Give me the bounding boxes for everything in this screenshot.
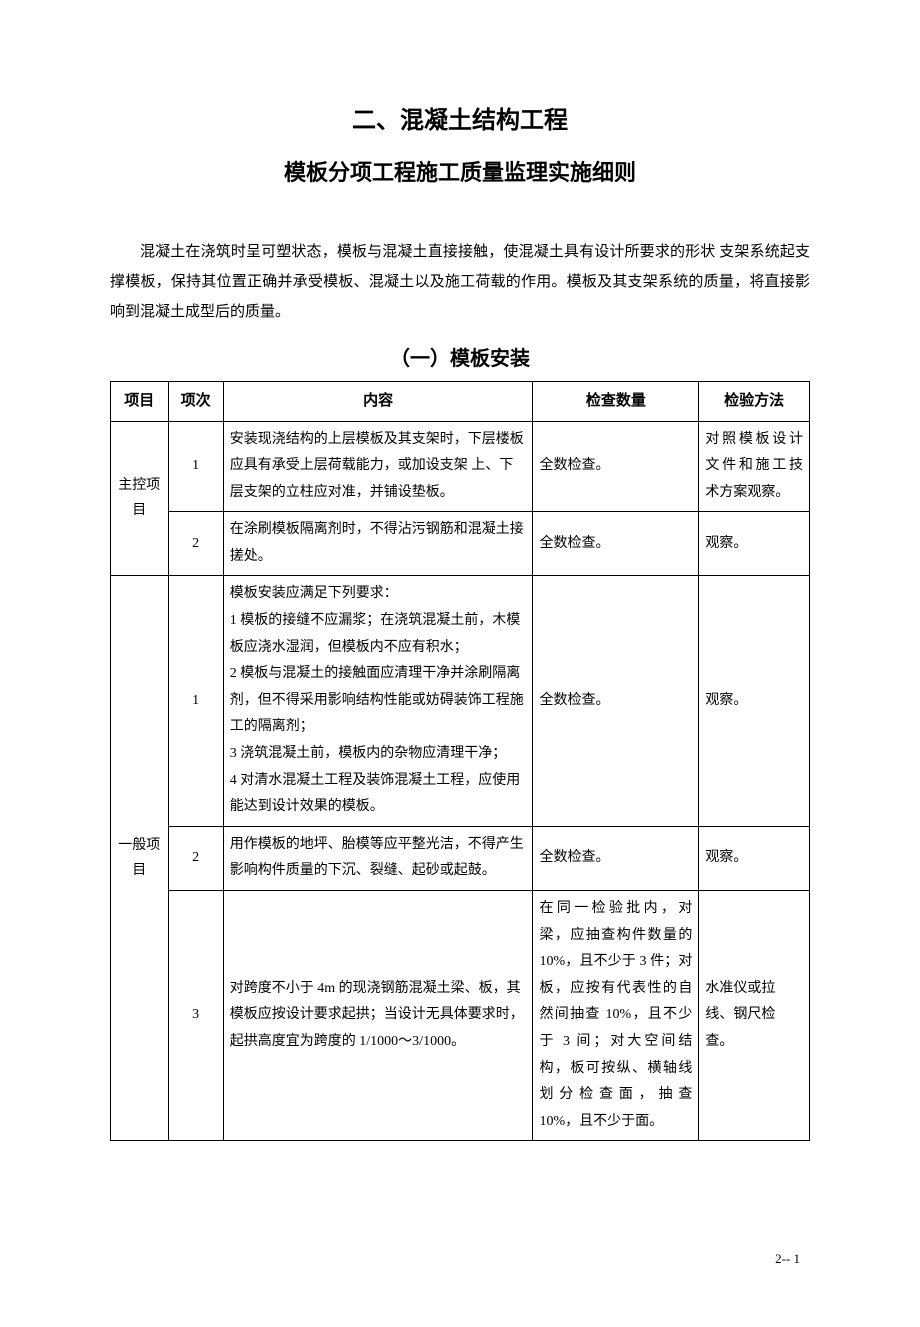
method-cell: 水准仪或拉线、钢尺检查。 xyxy=(699,891,810,1141)
seq-cell: 2 xyxy=(168,512,223,576)
content-cell: 安装现浇结构的上层模板及其支架时，下层楼板应具有承受上层荷载能力，或加设支架 上… xyxy=(223,421,533,512)
seq-cell: 1 xyxy=(168,576,223,826)
table-row: 主控项目 1 安装现浇结构的上层模板及其支架时，下层楼板应具有承受上层荷载能力，… xyxy=(111,421,810,512)
document-title-1: 二、混凝土结构工程 xyxy=(110,100,810,135)
seq-cell: 1 xyxy=(168,421,223,512)
qty-cell: 全数检查。 xyxy=(533,576,699,826)
content-cell: 对跨度不小于 4m 的现浇钢筋混凝土梁、板，其模板应按设计要求起拱；当设计无具体… xyxy=(223,891,533,1141)
content-cell: 模板安装应满足下列要求： 1 模板的接缝不应漏浆；在浇筑混凝土前，木模板应浇水湿… xyxy=(223,576,533,826)
qty-cell: 全数检查。 xyxy=(533,512,699,576)
seq-cell: 3 xyxy=(168,891,223,1141)
header-method: 检验方法 xyxy=(699,382,810,422)
method-cell: 对照模板设计文件和施工技术方案观察。 xyxy=(699,421,810,512)
category-cell: 一般项目 xyxy=(111,576,169,1141)
qty-cell: 在同一检验批内，对梁，应抽查构件数量的 10%，且不少于 3 件；对板，应按有代… xyxy=(533,891,699,1141)
seq-cell: 2 xyxy=(168,826,223,890)
section-title: （一）模板安装 xyxy=(110,342,810,371)
table-row: 2 用作模板的地坪、胎模等应平整光洁，不得产生影响构件质量的下沉、裂缝、起砂或起… xyxy=(111,826,810,890)
document-title-2: 模板分项工程施工质量监理实施细则 xyxy=(110,155,810,187)
table-row: 一般项目 1 模板安装应满足下列要求： 1 模板的接缝不应漏浆；在浇筑混凝土前，… xyxy=(111,576,810,826)
method-cell: 观察。 xyxy=(699,826,810,890)
header-content: 内容 xyxy=(223,382,533,422)
qty-cell: 全数检查。 xyxy=(533,826,699,890)
table-row: 2 在涂刷模板隔离剂时，不得沾污钢筋和混凝土接搓处。 全数检查。 观察。 xyxy=(111,512,810,576)
header-seq: 项次 xyxy=(168,382,223,422)
header-qty: 检查数量 xyxy=(533,382,699,422)
page-number: 2-- 1 xyxy=(110,1251,810,1267)
category-cell: 主控项目 xyxy=(111,421,169,576)
header-item: 项目 xyxy=(111,382,169,422)
content-cell: 在涂刷模板隔离剂时，不得沾污钢筋和混凝土接搓处。 xyxy=(223,512,533,576)
table-header-row: 项目 项次 内容 检查数量 检验方法 xyxy=(111,382,810,422)
table-row: 3 对跨度不小于 4m 的现浇钢筋混凝土梁、板，其模板应按设计要求起拱；当设计无… xyxy=(111,891,810,1141)
qty-cell: 全数检查。 xyxy=(533,421,699,512)
method-cell: 观察。 xyxy=(699,576,810,826)
intro-paragraph: 混凝土在浇筑时呈可塑状态，模板与混凝土直接接触，使混凝土具有设计所要求的形状 支… xyxy=(110,237,810,327)
method-cell: 观察。 xyxy=(699,512,810,576)
inspection-table: 项目 项次 内容 检查数量 检验方法 主控项目 1 安装现浇结构的上层模板及其支… xyxy=(110,381,810,1141)
content-cell: 用作模板的地坪、胎模等应平整光洁，不得产生影响构件质量的下沉、裂缝、起砂或起鼓。 xyxy=(223,826,533,890)
